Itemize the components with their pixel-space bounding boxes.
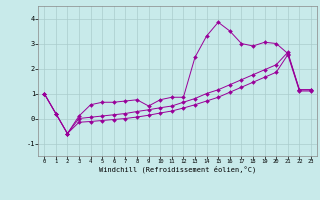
X-axis label: Windchill (Refroidissement éolien,°C): Windchill (Refroidissement éolien,°C) [99,166,256,173]
